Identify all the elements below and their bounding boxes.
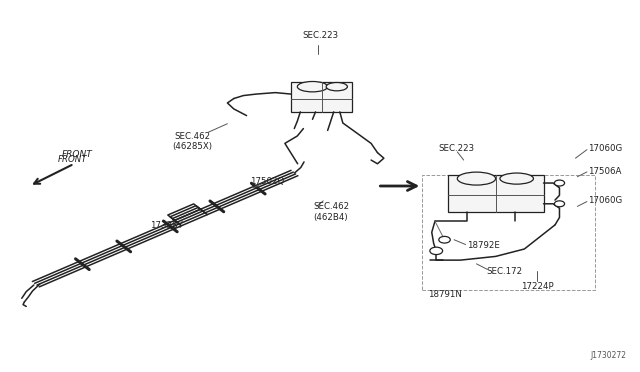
Text: FRONT: FRONT <box>58 155 88 164</box>
Ellipse shape <box>298 81 328 92</box>
Text: SEC.172: SEC.172 <box>486 267 522 276</box>
Text: 17060G: 17060G <box>588 196 623 205</box>
Ellipse shape <box>326 83 348 91</box>
Text: 18792E: 18792E <box>467 241 500 250</box>
Text: FRONT: FRONT <box>61 150 92 159</box>
Text: 17224P: 17224P <box>521 282 554 291</box>
Bar <box>291 82 352 112</box>
Bar <box>422 175 595 290</box>
Text: SEC.223: SEC.223 <box>438 144 474 153</box>
Ellipse shape <box>500 173 534 184</box>
Text: SEC.223: SEC.223 <box>302 31 338 39</box>
Circle shape <box>439 236 451 243</box>
Text: SEC.462
(462B4): SEC.462 (462B4) <box>314 202 349 222</box>
Circle shape <box>554 180 564 186</box>
Circle shape <box>554 201 564 207</box>
Text: SEC.462
(46285X): SEC.462 (46285X) <box>172 132 212 151</box>
Text: 17502Q: 17502Q <box>250 177 284 186</box>
Ellipse shape <box>458 172 495 185</box>
Bar <box>448 175 543 212</box>
Text: J1730272: J1730272 <box>591 351 627 360</box>
Text: 17338Y: 17338Y <box>150 221 183 231</box>
Text: 17506A: 17506A <box>588 167 621 176</box>
Text: 18791N: 18791N <box>428 290 461 299</box>
Circle shape <box>430 247 443 254</box>
Text: 17060G: 17060G <box>588 144 623 153</box>
